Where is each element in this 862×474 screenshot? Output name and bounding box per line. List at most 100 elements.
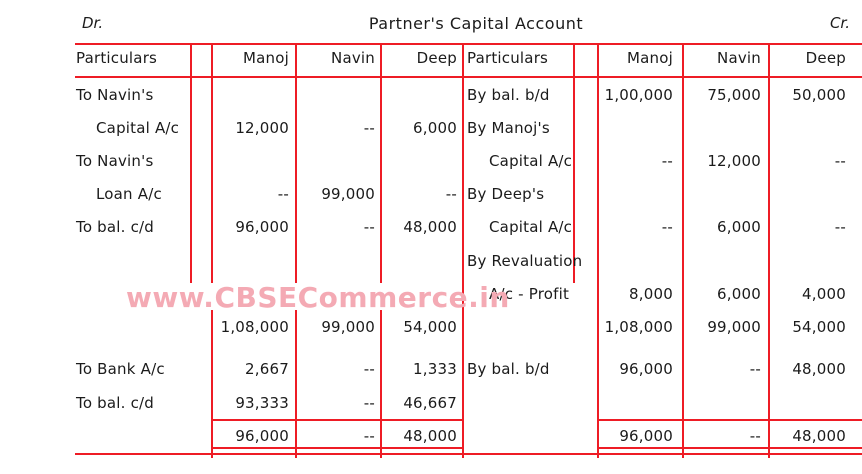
table-header-row: Particulars Manoj Navin Deep Particulars… xyxy=(0,48,862,68)
particulars-cell: By Revaluation xyxy=(467,252,583,270)
amount-cell: -- xyxy=(834,218,846,236)
amount-cell: 6,000 xyxy=(717,218,761,236)
amount-cell: 48,000 xyxy=(792,360,846,378)
table-row: To Navin's Capital A/c -- 12,000 -- xyxy=(0,151,862,171)
amount-cell: 46,667 xyxy=(403,394,457,412)
table-row-total: 96,000 -- 48,000 96,000 -- 48,000 xyxy=(0,426,862,446)
table-row: Loan A/c -- 99,000 -- By Deep's xyxy=(0,184,862,204)
amount-cell: 12,000 xyxy=(707,152,761,170)
particulars-cell: To bal. c/d xyxy=(76,394,154,412)
header-navin-right: Navin xyxy=(717,49,761,67)
amount-cell: 96,000 xyxy=(235,218,289,236)
particulars-cell: By bal. b/d xyxy=(467,360,550,378)
table-row: To Navin's By bal. b/d 1,00,000 75,000 5… xyxy=(0,85,862,105)
amount-cell: 96,000 xyxy=(619,360,673,378)
header-particulars-left: Particulars xyxy=(76,49,158,67)
amount-cell: 54,000 xyxy=(403,318,457,336)
table-row: By Revaluation xyxy=(0,251,862,271)
table-row: To bal. c/d 96,000 -- 48,000 Capital A/c… xyxy=(0,217,862,237)
particulars-cell: Capital A/c xyxy=(96,119,180,137)
grid-line xyxy=(462,43,464,458)
table-row: To bal. c/d 93,333 -- 46,667 xyxy=(0,393,862,413)
grid-line xyxy=(75,43,862,45)
grid-line xyxy=(380,43,382,283)
header-navin-left: Navin xyxy=(331,49,375,67)
amount-cell: -- xyxy=(834,152,846,170)
particulars-cell: By Deep's xyxy=(467,185,545,203)
amount-cell: -- xyxy=(661,152,673,170)
header-manoj-left: Manoj xyxy=(243,49,289,67)
grid-line xyxy=(597,43,599,458)
particulars-cell: By Manoj's xyxy=(467,119,550,137)
amount-cell: -- xyxy=(749,427,761,445)
grid-line xyxy=(75,76,862,78)
amount-cell: 99,000 xyxy=(707,318,761,336)
table-row-subtotal: 1,08,000 99,000 54,000 1,08,000 99,000 5… xyxy=(0,317,862,337)
amount-cell: 6,000 xyxy=(717,285,761,303)
header-deep-left: Deep xyxy=(416,49,457,67)
amount-cell: 93,333 xyxy=(235,394,289,412)
amount-cell: 99,000 xyxy=(321,318,375,336)
grid-line xyxy=(295,310,297,458)
grid-line xyxy=(190,43,192,283)
table-row: To Bank A/c 2,667 -- 1,333 By bal. b/d 9… xyxy=(0,359,862,379)
particulars-cell: By bal. b/d xyxy=(467,86,550,104)
amount-cell: 1,08,000 xyxy=(604,318,673,336)
amount-cell: -- xyxy=(277,185,289,203)
account-title: Partner's Capital Account xyxy=(368,14,584,33)
particulars-cell: To Navin's xyxy=(76,152,154,170)
amount-cell: 96,000 xyxy=(619,427,673,445)
amount-cell: 12,000 xyxy=(235,119,289,137)
amount-cell: 50,000 xyxy=(792,86,846,104)
grid-line xyxy=(211,419,462,421)
grid-line xyxy=(211,447,462,449)
grid-line xyxy=(75,453,862,455)
amount-cell: 48,000 xyxy=(403,427,457,445)
header-deep-right: Deep xyxy=(805,49,846,67)
dr-label: Dr. xyxy=(82,14,104,32)
amount-cell: 99,000 xyxy=(321,185,375,203)
amount-cell: 6,000 xyxy=(413,119,457,137)
table-row: A/c - Profit 8,000 6,000 4,000 xyxy=(0,284,862,304)
amount-cell: 1,08,000 xyxy=(220,318,289,336)
grid-line xyxy=(597,447,862,449)
amount-cell: -- xyxy=(363,360,375,378)
grid-line xyxy=(211,43,213,283)
grid-line xyxy=(211,310,213,458)
particulars-cell: To bal. c/d xyxy=(76,218,154,236)
particulars-cell: Loan A/c xyxy=(96,185,162,203)
particulars-cell: Capital A/c xyxy=(489,218,573,236)
grid-line xyxy=(573,43,575,283)
table-row: Capital A/c 12,000 -- 6,000 By Manoj's xyxy=(0,118,862,138)
particulars-cell: Capital A/c xyxy=(489,152,573,170)
particulars-cell: A/c - Profit xyxy=(489,285,570,303)
amount-cell: -- xyxy=(363,427,375,445)
grid-line xyxy=(682,43,684,458)
amount-cell: 1,333 xyxy=(413,360,457,378)
amount-cell: 2,667 xyxy=(245,360,289,378)
amount-cell: -- xyxy=(445,185,457,203)
amount-cell: 48,000 xyxy=(792,427,846,445)
grid-line xyxy=(380,310,382,458)
amount-cell: -- xyxy=(661,218,673,236)
particulars-cell: To Bank A/c xyxy=(76,360,165,378)
grid-line xyxy=(295,43,297,283)
amount-cell: -- xyxy=(363,394,375,412)
grid-line xyxy=(597,419,862,421)
amount-cell: -- xyxy=(363,119,375,137)
amount-cell: 75,000 xyxy=(707,86,761,104)
amount-cell: 48,000 xyxy=(403,218,457,236)
amount-cell: -- xyxy=(363,218,375,236)
watermark: www.CBSECommerce.in xyxy=(126,281,510,314)
header-particulars-right: Particulars xyxy=(467,49,549,67)
amount-cell: 4,000 xyxy=(802,285,846,303)
amount-cell: 96,000 xyxy=(235,427,289,445)
header-manoj-right: Manoj xyxy=(627,49,673,67)
amount-cell: 54,000 xyxy=(792,318,846,336)
particulars-cell: To Navin's xyxy=(76,86,154,104)
amount-cell: 8,000 xyxy=(629,285,673,303)
grid-line xyxy=(768,43,770,458)
cr-label: Cr. xyxy=(829,14,850,32)
amount-cell: -- xyxy=(749,360,761,378)
